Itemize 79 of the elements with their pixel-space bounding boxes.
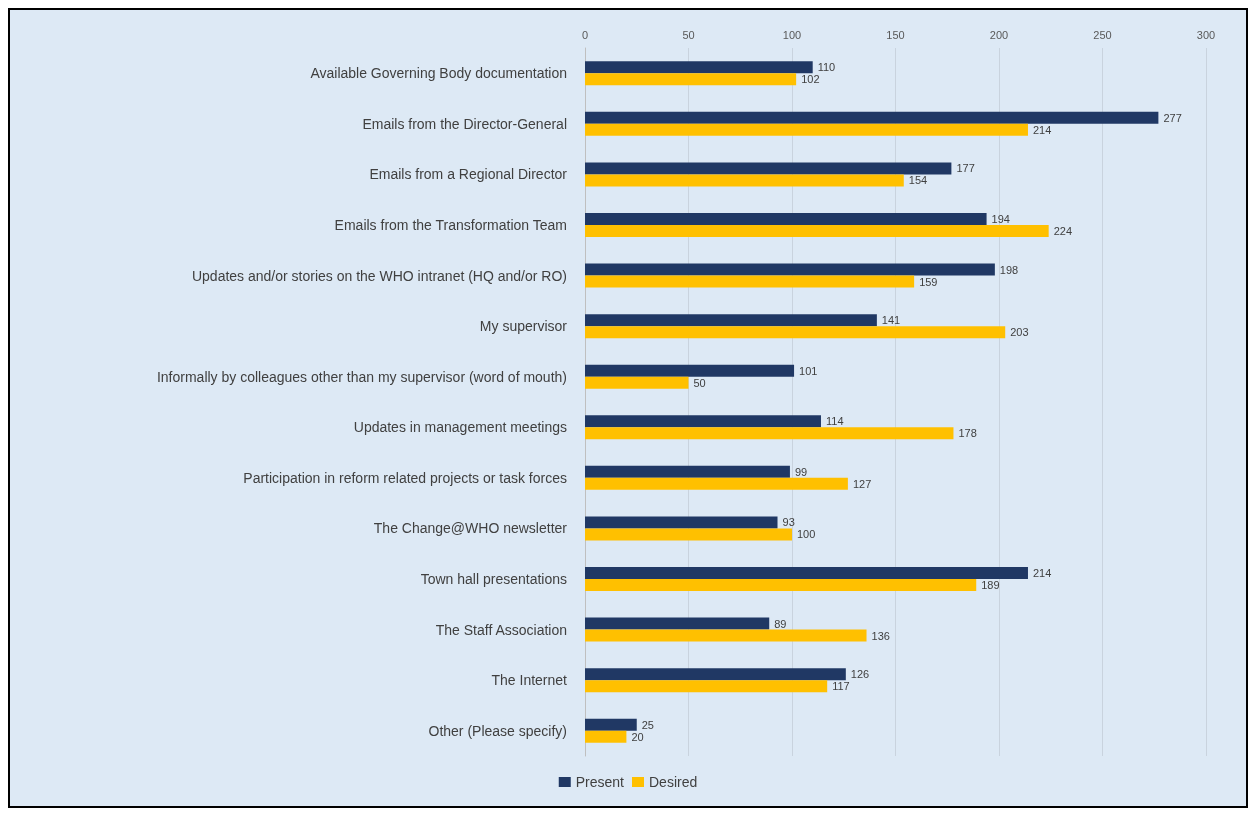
data-label: 114 (825, 415, 844, 428)
data-label: 159 (919, 275, 938, 288)
y-tick-label: Emails from the Transformation Team (334, 217, 567, 233)
data-label: 100 (797, 528, 816, 541)
y-tick-label: Available Governing Body documentation (310, 65, 567, 82)
bar (585, 680, 828, 693)
data-label: 126 (850, 668, 870, 681)
y-tick-label: The Staff Association (435, 621, 567, 638)
bar (585, 263, 995, 276)
y-tick-label: Emails from a Regional Director (369, 166, 568, 183)
y-tick-label: The Internet (491, 672, 568, 689)
x-tick-label: 250 (1093, 28, 1112, 41)
bar (585, 61, 813, 74)
x-tick-label: 0 (581, 28, 589, 41)
bar (585, 123, 1028, 136)
data-label: 277 (1163, 111, 1182, 124)
bar (585, 415, 821, 428)
bar (585, 567, 1028, 579)
data-label: 102 (801, 73, 820, 86)
data-label: 154 (908, 174, 928, 187)
data-label: 117 (832, 680, 850, 693)
data-label: 203 (1010, 326, 1029, 339)
bar (585, 516, 778, 529)
bar (585, 111, 1159, 124)
x-tick-label: 50 (682, 28, 695, 41)
bar (585, 162, 952, 175)
y-tick-label: Updates and/or stories on the WHO intranet (HQ and/or RO) (191, 267, 567, 284)
data-label: 198 (999, 263, 1019, 276)
bar (585, 225, 1049, 237)
y-tick-label: Participation in reform related projects or task forces (243, 469, 567, 486)
data-label: 25 (641, 718, 654, 731)
y-tick-label: Informally by colleagues other than my supervisor (word of mouth) (156, 368, 567, 385)
data-label: 20 (631, 730, 644, 743)
data-label: 101 (799, 364, 818, 377)
x-tick-label: 200 (989, 28, 1009, 41)
bar (585, 617, 770, 630)
data-label: 89 (774, 617, 787, 630)
bar (585, 213, 987, 225)
bar (585, 73, 797, 86)
x-tick-label: 300 (1196, 28, 1216, 41)
bar (585, 629, 867, 642)
bar (585, 668, 846, 681)
bar (585, 364, 795, 377)
data-label: 214 (1032, 123, 1052, 136)
legend-label: Desired (649, 774, 698, 790)
data-label: 99 (794, 465, 808, 478)
data-label: 141 (881, 314, 901, 327)
y-tick-label: Emails from the Director-General (362, 115, 567, 132)
data-label: 93 (782, 516, 795, 529)
data-label: 214 (1032, 567, 1052, 579)
bar (585, 477, 848, 490)
y-tick-label: The Change@WHO newsletter (373, 520, 568, 537)
bar (585, 465, 790, 478)
y-tick-label: Updates in management meetings (353, 419, 567, 436)
data-label: 110 (817, 61, 836, 74)
y-tick-label: Town hall presentations (420, 571, 567, 587)
data-label: 194 (991, 213, 1010, 225)
data-label: 177 (956, 162, 975, 175)
bar (585, 275, 915, 288)
data-label: 189 (981, 579, 1000, 591)
data-label: 136 (871, 629, 890, 642)
x-tick-label: 150 (886, 28, 905, 41)
bar (585, 174, 904, 187)
bar (585, 718, 637, 731)
bar (585, 427, 954, 440)
bar (585, 326, 1006, 339)
data-label: 50 (693, 376, 706, 389)
y-tick-label: My supervisor (479, 318, 568, 335)
bar (585, 528, 792, 541)
bar (585, 579, 977, 591)
data-label: 224 (1053, 225, 1073, 237)
data-label: 127 (852, 477, 872, 490)
bar (585, 376, 689, 389)
x-tick-label: 100 (782, 28, 802, 41)
bar (585, 730, 627, 743)
y-tick-label: Other (Please specify) (428, 722, 567, 739)
legend-label: Present (575, 774, 625, 790)
data-label: 178 (958, 427, 977, 440)
bar (585, 314, 877, 327)
